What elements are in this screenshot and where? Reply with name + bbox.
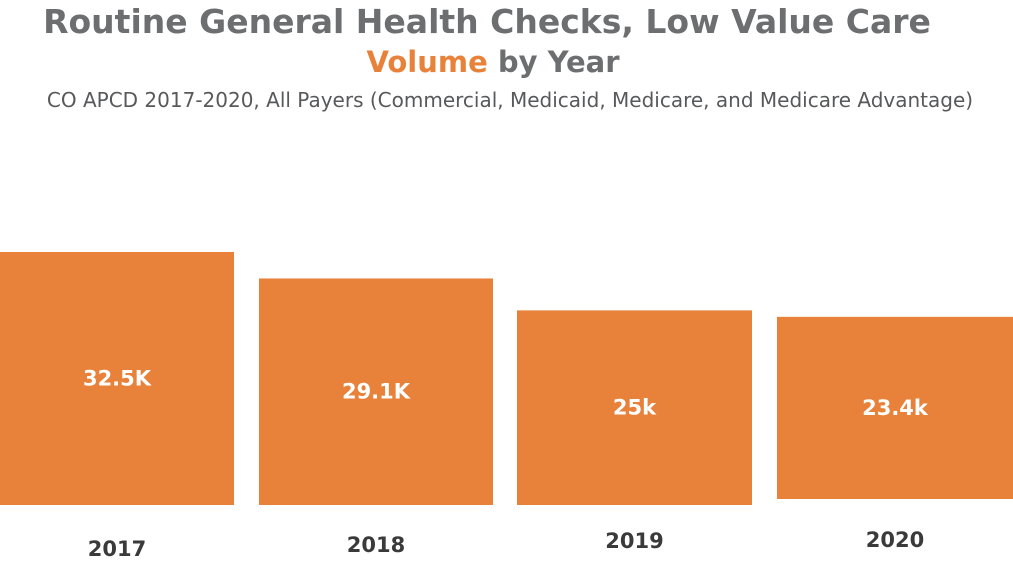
bar-value-label: 25k <box>613 396 657 420</box>
bar-2017 <box>0 252 234 505</box>
subtitle-rest: by Year <box>488 45 620 79</box>
x-tick-label: 2018 <box>347 533 405 557</box>
chart-caption: CO APCD 2017-2020, All Payers (Commercia… <box>47 88 973 112</box>
chart-title: Routine General Health Checks, Low Value… <box>43 2 931 41</box>
bar-labels-group: 32.5K 29.1K 25k 23.4k <box>83 367 929 420</box>
bar-value-label: 29.1K <box>342 380 411 404</box>
subtitle-accent: Volume <box>367 45 488 79</box>
x-tick-label: 2017 <box>88 537 146 561</box>
bar-value-label: 23.4k <box>862 396 929 420</box>
bar-2020 <box>777 316 1013 499</box>
bars-group <box>0 252 1013 505</box>
bar-value-label: 32.5K <box>83 367 152 391</box>
x-tick-label: 2019 <box>605 529 663 553</box>
x-axis-ticks: 2017 2018 2019 2020 <box>88 528 924 561</box>
x-tick-label: 2020 <box>866 528 924 552</box>
chart-subtitle: Volume by Year <box>367 45 621 79</box>
bar-2019 <box>517 310 752 505</box>
bar-2018 <box>259 278 493 505</box>
